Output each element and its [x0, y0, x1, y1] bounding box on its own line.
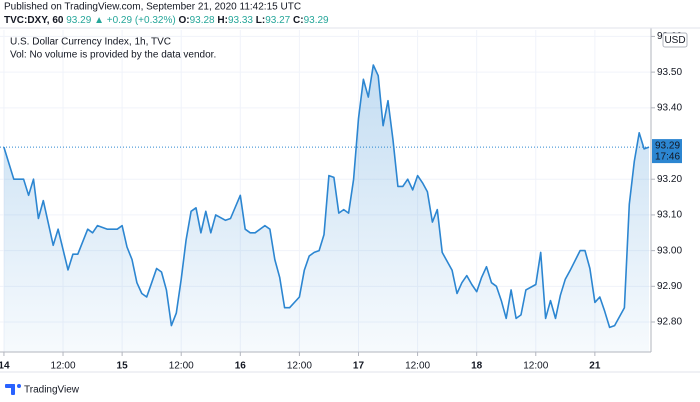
x-tick-label: 15 — [117, 361, 129, 372]
y-tick-label: 93.40 — [657, 102, 682, 113]
l-label: L: — [256, 15, 265, 26]
o-label: O: — [178, 15, 189, 26]
plot — [0, 64, 651, 352]
x-tick-label: 18 — [471, 361, 483, 372]
x-tick-label: 14 — [0, 361, 10, 372]
y-tick-label: 93.10 — [657, 210, 682, 221]
h-label: H: — [217, 15, 228, 26]
x-tick-label: 12:00 — [169, 361, 194, 372]
y-tick-label: 93.00 — [657, 245, 682, 256]
axis-labels: 92.8092.9093.0093.1093.2093.4093.5093.60… — [0, 31, 682, 372]
l: 93.27 — [265, 15, 290, 26]
x-tick-label: 17 — [353, 361, 365, 372]
c: 93.29 — [304, 15, 329, 26]
price: 93.29 — [66, 15, 91, 26]
arrow: ▲ — [94, 15, 104, 26]
y-tick-label: 92.90 — [657, 281, 682, 292]
last-price-label: 93.29 — [655, 141, 680, 152]
published: Published on TradingView.com, September … — [4, 2, 301, 13]
o: 93.28 — [190, 15, 215, 26]
x-tick-label: 12:00 — [405, 361, 430, 372]
currency[interactable]: USD — [664, 35, 685, 46]
symbol-line: TVC:DXY, 60 93.29 ▲ +0.29 (+0.32%) O:93.… — [4, 15, 329, 26]
x-tick-label: 12:00 — [287, 361, 312, 372]
change: +0.29 (+0.32%) — [107, 15, 176, 26]
currency-button[interactable] — [662, 32, 688, 48]
line — [3, 64, 650, 329]
c-label: C: — [293, 15, 304, 26]
x-tick-label: 16 — [235, 361, 247, 372]
chart-title: U.S. Dollar Currency Index, 1h, TVC — [10, 37, 171, 48]
brand: TradingView — [24, 385, 80, 396]
chart-subtitle: Vol: No volume is provided by the data v… — [10, 50, 216, 61]
symbol: TVC:DXY, 60 — [4, 15, 64, 26]
last-price-box — [652, 139, 682, 164]
x-tick-label: 12:00 — [523, 361, 548, 372]
x-tick-label: 12:00 — [51, 361, 76, 372]
brand-logo — [5, 384, 21, 395]
x-tick-label: 21 — [589, 361, 601, 372]
y-tick-label: 93.50 — [657, 67, 682, 78]
countdown: 17:46 — [655, 152, 680, 163]
h: 93.33 — [228, 15, 253, 26]
y-tick-label: 93.20 — [657, 174, 682, 185]
y-tick-label: 92.80 — [657, 317, 682, 328]
